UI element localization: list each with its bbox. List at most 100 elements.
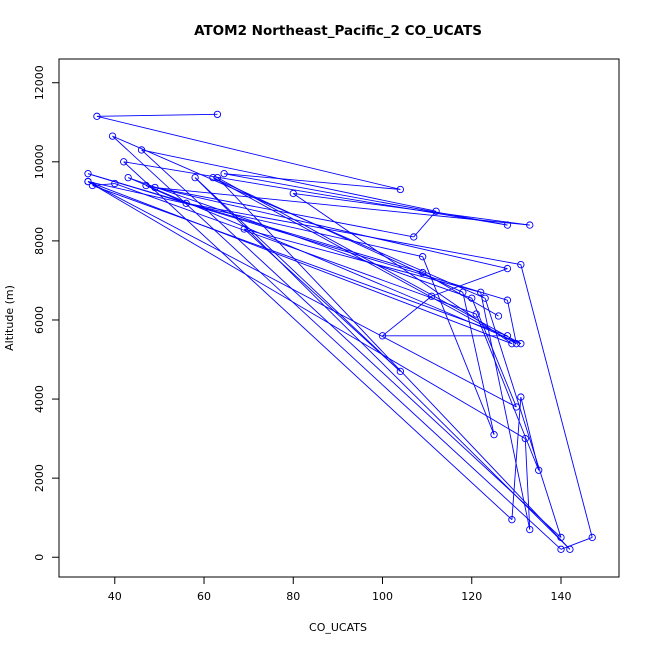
- data-point: [557, 545, 565, 553]
- data-point: [512, 403, 521, 411]
- data-point: [137, 146, 146, 154]
- y-tick-label: 4000: [33, 385, 46, 413]
- x-tick-label: 140: [550, 590, 571, 603]
- x-tick-label: 40: [108, 590, 122, 603]
- series-line-segment: [154, 187, 530, 226]
- x-tick-label: 100: [372, 590, 393, 603]
- data-point: [410, 233, 418, 241]
- series-line-segment: [244, 228, 481, 293]
- data-point: [396, 367, 405, 376]
- data-point: [459, 288, 467, 296]
- series-line-segment: [524, 438, 531, 530]
- series-line-segment: [511, 397, 522, 520]
- y-tick-label: 8000: [33, 227, 46, 255]
- data-point: [419, 268, 427, 277]
- data-point: [289, 189, 297, 198]
- series-line-segment: [462, 292, 495, 435]
- series-line-segment: [520, 264, 593, 538]
- data-point: [517, 260, 525, 269]
- data-point: [220, 170, 228, 178]
- series-line-segment: [123, 161, 513, 520]
- series-line-segment: [217, 177, 522, 345]
- data-point: [84, 177, 92, 186]
- y-tick-label: 0: [33, 554, 46, 561]
- data-point: [151, 183, 159, 192]
- data-point: [240, 225, 248, 233]
- series-line-segment: [293, 192, 530, 226]
- data-point: [490, 430, 498, 439]
- series-line-segment: [96, 113, 218, 117]
- series-line-segment: [194, 177, 571, 550]
- x-axis-label: CO_UCATS: [309, 621, 367, 634]
- series-line-segment: [186, 202, 521, 266]
- x-axis: 40 60 80 100 120 140: [108, 576, 571, 603]
- data-point: [566, 545, 574, 553]
- series-line-segment: [560, 537, 593, 550]
- series-line-segment: [92, 185, 508, 337]
- x-tick-label: 80: [286, 590, 300, 603]
- data-point: [526, 525, 534, 534]
- series-line-segment: [154, 187, 414, 238]
- data-point: [213, 110, 222, 119]
- x-tick-label: 60: [197, 590, 211, 603]
- data-point: [419, 253, 427, 261]
- series-line-segment: [431, 268, 508, 297]
- data-point: [588, 533, 596, 542]
- data-point: [508, 340, 516, 348]
- data-point: [396, 185, 405, 194]
- data-point: [503, 296, 512, 304]
- y-axis-label: Altitude (m): [3, 285, 16, 351]
- data-point: [535, 466, 543, 474]
- series-line-segment: [92, 183, 115, 186]
- series-line-segment: [112, 135, 562, 550]
- data-point: [468, 294, 476, 302]
- data-point: [209, 173, 217, 182]
- series-line-segment: [87, 181, 423, 258]
- data-point: [503, 221, 512, 229]
- series-line-segment: [123, 161, 508, 226]
- chart-title: ATOM2 Northeast_Pacific_2 CO_UCATS: [194, 23, 482, 39]
- data-point: [213, 173, 222, 182]
- data-point: [88, 181, 97, 190]
- series-line-segment: [212, 177, 517, 345]
- series-line-segment: [141, 149, 437, 212]
- data-point: [481, 294, 489, 302]
- series-line-segment: [87, 173, 423, 273]
- data-point: [517, 393, 525, 401]
- data-point: [84, 170, 92, 178]
- data-point: [191, 173, 199, 182]
- data-point: [521, 434, 529, 443]
- data-point: [93, 112, 101, 120]
- series-line-segment: [96, 115, 401, 190]
- series-line-segment: [87, 181, 517, 408]
- series-line-segment: [212, 177, 464, 293]
- data-point: [378, 332, 387, 340]
- data-point: [142, 181, 150, 190]
- x-tick-label: 120: [461, 590, 482, 603]
- series-line-segment: [507, 300, 517, 344]
- data-point: [526, 221, 534, 229]
- series-line-segment: [87, 181, 526, 439]
- data-point: [120, 158, 128, 166]
- data-point: [503, 332, 512, 340]
- data-point: [557, 533, 565, 542]
- series-line-segment: [243, 228, 401, 372]
- data-point: [124, 173, 132, 182]
- data-point: [503, 264, 512, 273]
- data-point: [508, 516, 516, 524]
- series-line-segment: [194, 177, 401, 372]
- series-line-segment: [471, 298, 517, 408]
- series-line-segment: [475, 313, 540, 471]
- series-line-segment: [145, 185, 508, 270]
- data-point: [472, 310, 480, 318]
- y-tick-label: 10000: [33, 144, 46, 179]
- plot-series: [84, 110, 596, 553]
- data-point: [432, 207, 440, 215]
- y-tick-label: 6000: [33, 306, 46, 334]
- series-line-segment: [224, 173, 508, 226]
- series-line-segment: [480, 292, 531, 530]
- y-tick-label: 12000: [33, 65, 46, 100]
- series-line-segment: [217, 177, 571, 550]
- series-line-segment: [141, 149, 562, 538]
